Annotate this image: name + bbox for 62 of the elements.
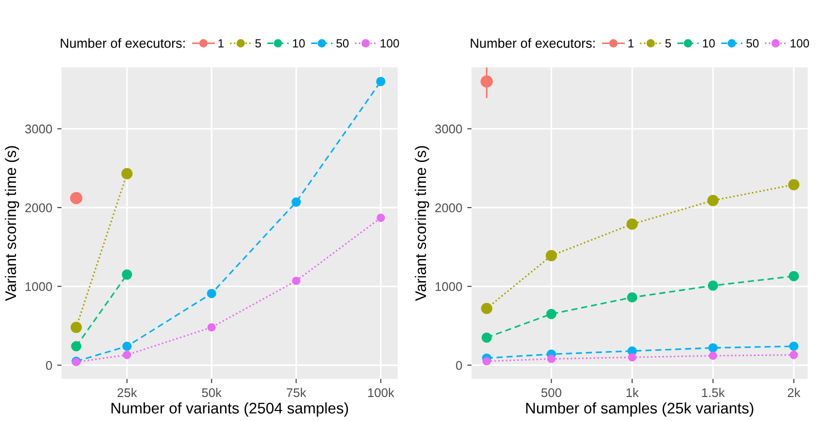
point [546,308,556,320]
point [546,250,557,262]
legend-title: Number of executors: [60,38,185,48]
point [789,342,798,351]
point [481,302,492,314]
point [482,332,492,343]
point [628,353,636,362]
point [376,214,385,222]
legend-title: Number of executors: [470,38,595,48]
point [122,342,132,351]
legend-label: 5 [255,39,261,48]
point [788,179,800,190]
y-axis-title: Variant scoring time (s) [414,146,430,302]
x-tick-label: 50k [202,388,222,398]
x-tick-label: 100k [368,388,394,398]
y-tick-label: 2000 [435,203,462,212]
y-tick-label: 0 [46,360,52,370]
point [292,276,300,286]
point [788,270,799,282]
x-tick-label: 500 [541,388,562,398]
legend-label: 1 [628,39,634,48]
y-tick-label: 1000 [26,282,52,292]
point [206,288,216,298]
y-tick-label: 2000 [25,203,52,212]
point [376,76,386,86]
y-tick-label: 3000 [25,124,52,134]
y-tick-label: 0 [456,360,462,370]
x-tick-label: 75k [286,388,306,398]
point [708,280,718,291]
point [626,218,638,230]
point [70,322,82,333]
point [70,192,82,204]
y-tick-label: 3000 [435,124,462,134]
legend-label: 5 [665,39,671,48]
legend-label: 50 [336,39,349,48]
legend-label: 100 [790,39,809,48]
x-tick-label: 1.5k [702,388,725,398]
y-tick-label: 1000 [436,282,462,292]
point [122,269,132,280]
x-axis-title: Number of samples (25k variants) [526,402,754,417]
legend-label: 1 [218,39,224,48]
legend-label: 50 [746,39,759,48]
legend-label: 100 [380,39,399,48]
y-axis-title: Variant scoring time (s) [4,146,20,302]
point [207,323,216,332]
point [122,350,132,360]
point [707,194,719,206]
point [292,197,301,207]
point [708,352,718,360]
point [121,168,133,180]
x-axis-title: Number of variants (2504 samples) [112,402,348,417]
x-tick-label: 2k [788,388,800,397]
point [790,350,798,360]
point [547,354,556,364]
legend-label: 10 [703,39,715,48]
point [482,357,491,366]
point [627,292,638,303]
legend-label: 10 [293,39,305,48]
x-tick-label: 1k [626,388,639,397]
x-tick-label: 25k [118,388,138,398]
point [708,343,718,352]
point [71,341,82,352]
